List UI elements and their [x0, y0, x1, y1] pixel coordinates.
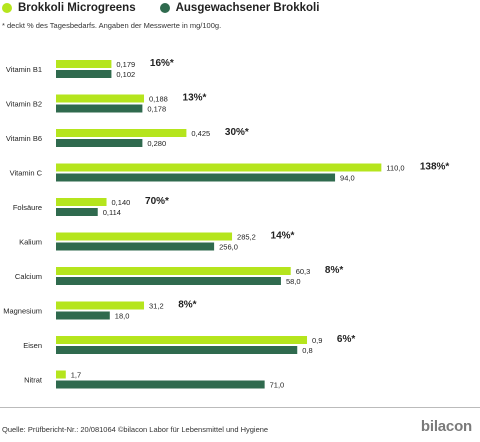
value-label-microgreens-nitrat: 1,7 [71, 371, 81, 380]
value-label-mature-folsäure: 0,114 [103, 208, 121, 217]
value-label-mature-calcium: 58,0 [286, 277, 301, 286]
bar-mature-eisen [56, 346, 298, 354]
value-label-microgreens-eisen: 0,9 [312, 336, 322, 345]
bar-microgreens-nitrat [56, 370, 66, 379]
bar-mature-vitamin-b2 [56, 104, 143, 113]
bar-microgreens-eisen [56, 336, 308, 344]
value-label-microgreens-magnesium: 31,2 [149, 302, 164, 311]
percent-label-kalium: 14%* [271, 231, 295, 242]
value-label-mature-nitrat: 71,0 [270, 381, 285, 390]
value-label-microgreens-kalium: 285,2 [237, 233, 256, 242]
legend-item-microgreens: Brokkoli Microgreens [2, 2, 136, 14]
category-label-vitamin-b6: Vitamin B6 [6, 134, 42, 143]
value-label-mature-vitamin-c: 94,0 [340, 174, 355, 183]
percent-label-eisen: 6%* [337, 334, 355, 345]
value-label-microgreens-vitamin-b6: 0,425 [191, 129, 210, 138]
chart-subtitle: * deckt % des Tagesbedarfs. Angaben der … [2, 21, 222, 30]
bar-mature-nitrat [56, 380, 265, 389]
bar-mature-vitamin-b6 [56, 139, 143, 147]
category-label-folsäure: Folsäure [13, 203, 42, 212]
value-label-mature-magnesium: 18,0 [115, 312, 130, 321]
category-label-vitamin-c: Vitamin C [10, 169, 43, 178]
value-label-microgreens-vitamin-b2: 0,188 [149, 95, 168, 104]
value-label-mature-kalium: 256,0 [219, 243, 238, 252]
legend-dot-mature [159, 3, 170, 13]
bar-microgreens-magnesium [56, 301, 145, 310]
bar-microgreens-folsäure [56, 198, 107, 206]
value-label-microgreens-calcium: 60,3 [296, 267, 311, 276]
bar-mature-folsäure [56, 208, 98, 216]
bar-microgreens-vitamin-b2 [56, 94, 145, 103]
bar-microgreens-vitamin-b1 [56, 60, 112, 68]
percent-label-vitamin-b2: 13%* [183, 93, 207, 104]
category-label-nitrat: Nitrat [24, 376, 43, 385]
percent-label-calcium: 8%* [325, 265, 343, 276]
source-note: Quelle: Prüfbericht-Nr.: 20/081064 ©bila… [2, 425, 269, 434]
bar-microgreens-calcium [56, 267, 291, 275]
bar-microgreens-kalium [56, 232, 233, 241]
value-label-microgreens-vitamin-b1: 0,179 [116, 60, 135, 69]
value-label-mature-vitamin-b6: 0,280 [147, 139, 166, 148]
bar-mature-kalium [56, 242, 215, 251]
value-label-microgreens-folsäure: 0,140 [112, 198, 131, 207]
percent-label-vitamin-c: 138%* [420, 162, 450, 173]
percent-label-folsäure: 70%* [145, 196, 169, 207]
percent-label-magnesium: 8%* [178, 300, 196, 311]
percent-label-vitamin-b6: 30%* [225, 127, 249, 138]
value-label-microgreens-vitamin-c: 110,0 [386, 164, 404, 173]
legend-label-mature: Ausgewachsener Brokkoli [175, 2, 320, 14]
category-label-magnesium: Magnesium [3, 307, 42, 316]
chart-legend: Brokkoli Microgreens Ausgewachsener Brok… [2, 0, 343, 16]
brand-logo: bilacon [420, 418, 472, 435]
category-label-vitamin-b2: Vitamin B2 [6, 100, 42, 109]
bar-mature-magnesium [56, 311, 110, 320]
bar-microgreens-vitamin-c [56, 163, 382, 172]
value-label-mature-eisen: 0,8 [302, 346, 312, 355]
footer-divider [0, 407, 480, 408]
bar-mature-vitamin-b1 [56, 70, 112, 78]
bar-microgreens-vitamin-b6 [56, 129, 187, 137]
legend-dot-microgreens [2, 3, 12, 13]
legend-item-mature: Ausgewachsener Brokkoli [159, 2, 320, 14]
bar-mature-vitamin-c [56, 173, 336, 182]
percent-label-vitamin-b1: 16%* [150, 58, 174, 69]
category-label-kalium: Kalium [19, 238, 42, 247]
value-label-mature-vitamin-b2: 0,178 [147, 105, 166, 114]
bar-mature-calcium [56, 277, 281, 285]
value-label-mature-vitamin-b1: 0,102 [116, 70, 135, 79]
legend-label-microgreens: Brokkoli Microgreens [18, 2, 136, 14]
category-label-eisen: Eisen [23, 341, 42, 350]
category-label-vitamin-b1: Vitamin B1 [6, 65, 42, 74]
category-label-calcium: Calcium [15, 272, 42, 281]
